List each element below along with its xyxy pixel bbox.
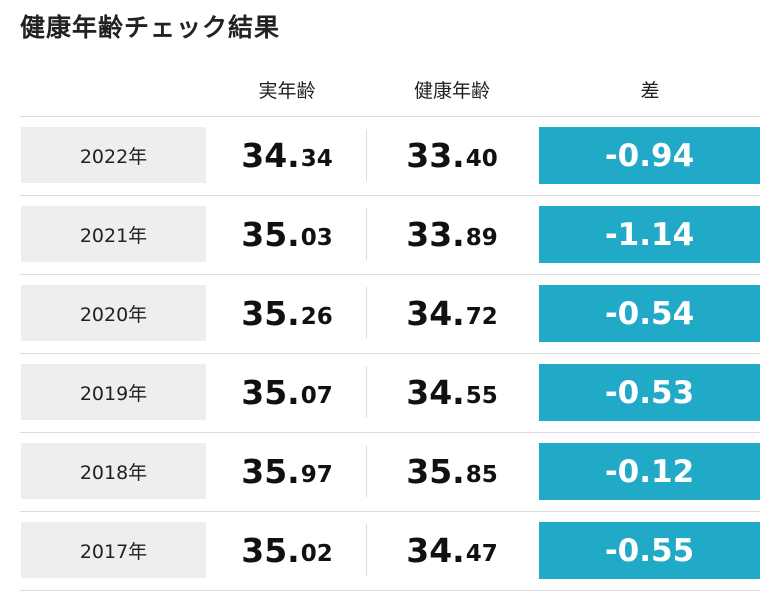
health-age-int: 35. — [406, 451, 465, 491]
year-label: 2022年 — [21, 127, 206, 183]
real-age-int: 35. — [241, 451, 300, 491]
health-age-int: 34. — [406, 372, 465, 412]
real-age-int: 35. — [241, 214, 300, 254]
year-label: 2019年 — [21, 364, 206, 420]
health-age-int: 34. — [406, 293, 465, 333]
real-age-dec: 03 — [300, 225, 333, 251]
real-age-int: 34. — [241, 135, 300, 175]
health-age-value: 33. 40 — [372, 127, 532, 183]
health-age-int: 33. — [406, 214, 465, 254]
real-age-dec: 02 — [300, 541, 333, 567]
table-row: 2022年 34. 34 33. 40 -0.94 — [0, 117, 780, 195]
health-age-value: 33. 89 — [372, 206, 532, 262]
health-age-dec: 85 — [465, 462, 498, 488]
divider — [20, 116, 760, 117]
health-age-value: 34. 72 — [372, 285, 532, 341]
divider — [20, 353, 760, 354]
column-divider — [366, 287, 367, 339]
header-health-age: 健康年齢 — [413, 80, 490, 102]
column-divider — [366, 129, 367, 181]
table-row: 2021年 35. 03 33. 89 -1.14 — [0, 196, 780, 274]
difference-badge: -0.55 — [539, 522, 760, 579]
column-divider — [366, 208, 367, 260]
table-row: 2020年 35. 26 34. 72 -0.54 — [0, 275, 780, 353]
real-age-int: 35. — [241, 372, 300, 412]
health-age-value: 34. 55 — [372, 364, 532, 420]
divider — [20, 195, 760, 196]
real-age-dec: 07 — [300, 383, 333, 409]
real-age-dec: 26 — [300, 304, 333, 330]
header-real-age: 実年齢 — [258, 80, 316, 102]
year-label: 2017年 — [21, 522, 206, 578]
divider — [20, 432, 760, 433]
year-label: 2021年 — [21, 206, 206, 262]
year-label: 2018年 — [21, 443, 206, 499]
real-age-value: 35. 26 — [212, 285, 362, 341]
real-age-value: 35. 97 — [212, 443, 362, 499]
health-age-dec: 40 — [465, 146, 498, 172]
real-age-value: 34. 34 — [212, 127, 362, 183]
health-age-value: 35. 85 — [372, 443, 532, 499]
table-row: 2018年 35. 97 35. 85 -0.12 — [0, 433, 780, 511]
column-divider — [366, 366, 367, 418]
table-row: 2019年 35. 07 34. 55 -0.53 — [0, 354, 780, 432]
health-age-int: 33. — [406, 135, 465, 175]
page-title: 健康年齢チェック結果 — [20, 13, 281, 42]
health-age-dec: 89 — [465, 225, 498, 251]
difference-badge: -0.94 — [539, 127, 760, 184]
table-row: 2017年 35. 02 34. 47 -0.55 — [0, 512, 780, 590]
header-difference: 差 — [640, 80, 660, 102]
difference-badge: -1.14 — [539, 206, 760, 263]
divider — [20, 590, 760, 591]
year-label: 2020年 — [21, 285, 206, 341]
health-age-value: 34. 47 — [372, 522, 532, 578]
real-age-int: 35. — [241, 293, 300, 333]
real-age-value: 35. 02 — [212, 522, 362, 578]
health-age-dec: 55 — [465, 383, 498, 409]
real-age-int: 35. — [241, 530, 300, 570]
real-age-dec: 34 — [300, 146, 333, 172]
difference-badge: -0.12 — [539, 443, 760, 500]
real-age-value: 35. 03 — [212, 206, 362, 262]
column-divider — [366, 445, 367, 497]
health-age-int: 34. — [406, 530, 465, 570]
difference-badge: -0.54 — [539, 285, 760, 342]
divider — [20, 511, 760, 512]
real-age-dec: 97 — [300, 462, 333, 488]
real-age-value: 35. 07 — [212, 364, 362, 420]
divider — [20, 274, 760, 275]
difference-badge: -0.53 — [539, 364, 760, 421]
column-divider — [366, 524, 367, 576]
health-age-dec: 47 — [465, 541, 498, 567]
health-age-dec: 72 — [465, 304, 498, 330]
table-header: 実年齢 健康年齢 差 — [0, 76, 780, 104]
